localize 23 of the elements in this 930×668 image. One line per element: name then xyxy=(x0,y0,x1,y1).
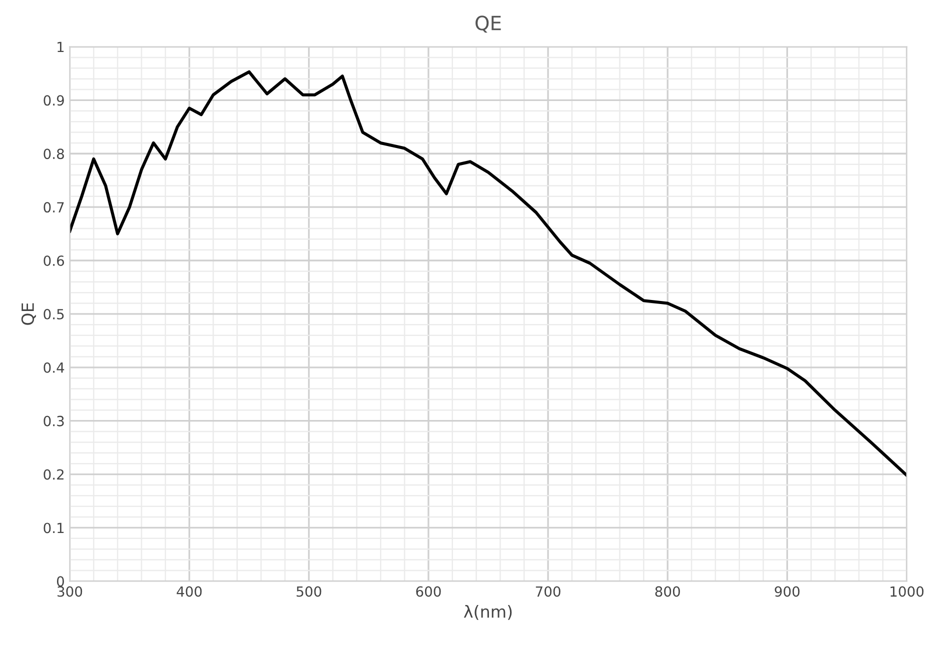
y-tick-label: 0.8 xyxy=(44,148,64,160)
y-tick-label: 0.3 xyxy=(44,416,64,426)
x-axis-title: λ(nm) xyxy=(464,605,512,620)
y-tick-label: 0 xyxy=(56,576,64,587)
line-series xyxy=(70,70,907,477)
x-tick-label: 300 xyxy=(58,586,82,597)
y-tick-label: 0.6 xyxy=(44,255,64,266)
x-tick-label: 700 xyxy=(536,586,560,597)
y-tick-label: 0.4 xyxy=(44,362,64,373)
y-tick-label: 0.1 xyxy=(44,522,64,534)
chart-title: QE xyxy=(476,16,501,33)
y-tick-label: 0.7 xyxy=(44,202,64,213)
y-tick-label: 0.5 xyxy=(44,308,64,320)
x-tick-label: 1000 xyxy=(890,586,924,597)
x-tick-label: 600 xyxy=(416,586,441,597)
y-axis-title: QE xyxy=(21,303,36,325)
y-tick-label: 1 xyxy=(58,42,64,52)
y-tick-label: 0.9 xyxy=(44,95,64,106)
x-tick-label: 800 xyxy=(655,586,680,597)
x-tick-label: 900 xyxy=(774,586,800,597)
x-tick-label: 400 xyxy=(176,586,202,597)
x-tick-label: 500 xyxy=(296,586,322,597)
y-tick-label: 0.2 xyxy=(44,469,64,480)
